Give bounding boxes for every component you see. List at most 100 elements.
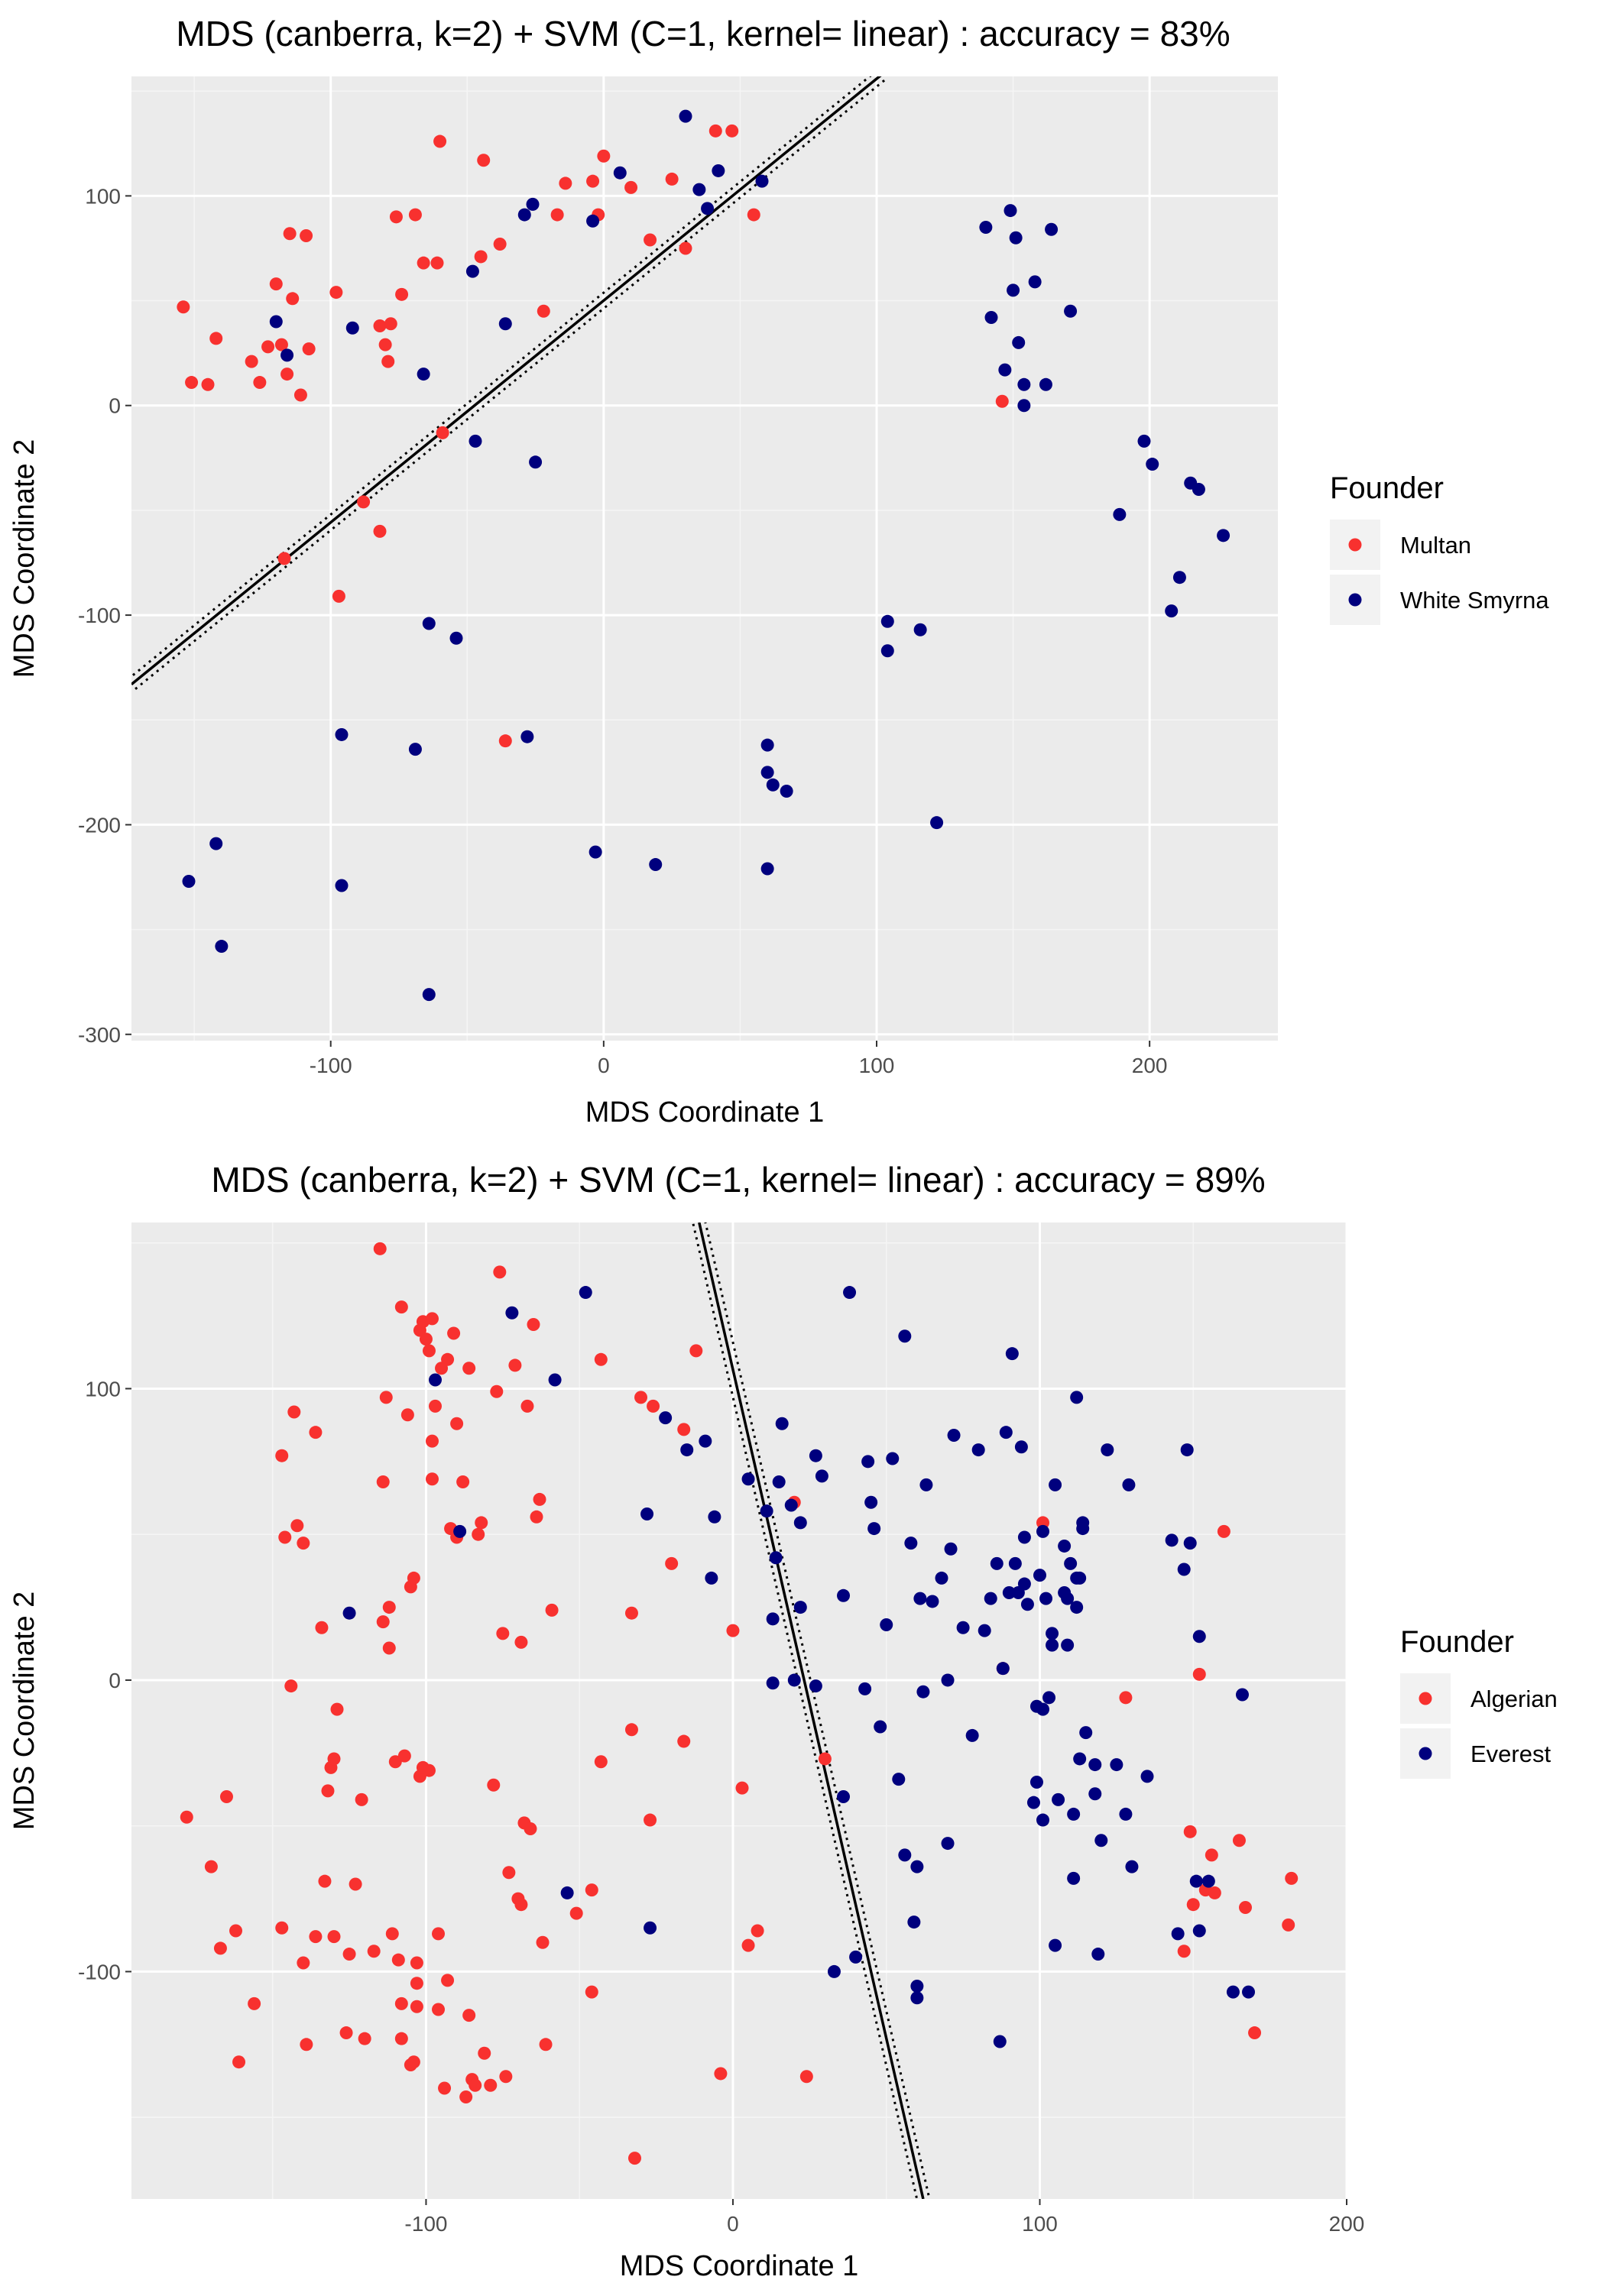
data-point [357,495,371,509]
data-point [755,174,769,188]
data-point [283,227,297,241]
data-point [647,1399,660,1413]
data-point [376,1475,390,1489]
data-point [297,1956,310,1970]
data-point [741,1938,755,1952]
data-point [677,1423,691,1436]
data-point [793,1601,807,1614]
data-point [284,1679,298,1693]
data-point [394,1300,408,1314]
data-point [1189,1874,1203,1888]
data-point [229,1924,243,1938]
svm-margin-line [131,76,872,678]
data-point [624,180,638,194]
data-point [751,1924,764,1938]
chart-title: MDS (canberra, k=2) + SVM (C=1, kernel= … [176,14,1230,53]
data-point [1177,1563,1191,1576]
data-point [837,1790,851,1804]
data-point [1088,1758,1102,1772]
data-point [1180,1443,1194,1457]
x-tick-label: 100 [1022,2212,1058,2236]
data-point [469,434,482,448]
data-point [185,376,199,390]
data-point [1110,1758,1124,1772]
data-point [441,1974,455,1987]
data-point [508,1358,522,1372]
data-point [422,1763,436,1777]
data-point [772,1475,786,1489]
legend-label: Everest [1470,1741,1551,1767]
data-point [550,208,564,222]
y-tick-label: 0 [109,394,121,418]
data-point [219,1790,233,1804]
data-point [1036,1524,1049,1538]
data-point [397,1749,411,1763]
data-point [177,300,190,314]
data-point [910,1860,924,1873]
data-point [245,355,258,368]
data-point [407,1571,420,1585]
data-point [373,319,387,332]
data-point [1017,399,1031,413]
data-point [1026,1796,1040,1809]
data-point [1046,1638,1059,1652]
data-point [898,1848,912,1862]
data-point [493,237,507,251]
data-point [432,2003,446,2016]
legend-title: Founder [1400,1625,1514,1659]
data-point [1186,1898,1200,1912]
data-point [465,264,479,278]
data-point [453,1524,467,1538]
data-point [1201,1874,1215,1888]
data-point [419,1333,433,1346]
y-tick-label: -100 [78,604,121,627]
data-point [493,1265,507,1279]
data-point [1005,1347,1019,1361]
data-point [1017,1530,1031,1544]
data-point [659,1411,673,1425]
data-point [837,1588,851,1602]
data-point [378,338,392,351]
data-point [1192,1924,1206,1938]
data-point [679,109,692,123]
svm-decision-boundary [698,1222,925,2199]
data-point [300,2038,313,2052]
data-point [787,1673,801,1687]
data-point [514,1635,528,1649]
data-point [993,2035,1007,2048]
data-point [318,1874,332,1888]
x-tick-label: 0 [727,2212,739,2236]
x-tick-label: -100 [404,2212,447,2236]
data-point [335,879,349,892]
data-point [858,1682,872,1695]
data-point [487,1778,501,1792]
data-point [984,1592,997,1605]
data-point [526,197,540,211]
data-point [1088,1787,1102,1801]
data-point [965,1728,979,1742]
data-point [995,394,1009,408]
data-point [1049,1938,1062,1952]
data-point [1217,529,1230,542]
data-point [1067,1807,1081,1821]
svm-margin-line [704,1222,931,2198]
data-point [665,172,679,186]
legend-marker [1348,593,1362,607]
data-point [215,940,229,954]
data-point [1076,1516,1090,1530]
chart-title: MDS (canberra, k=2) + SVM (C=1, kernel= … [211,1160,1265,1200]
data-point [1073,1571,1087,1585]
data-point [874,1720,887,1734]
data-point [1049,1478,1062,1491]
data-point [714,2067,728,2081]
data-point [701,202,715,215]
data-point [1192,482,1205,496]
data-point [1002,1585,1016,1599]
data-point [505,1306,519,1320]
data-point [269,277,283,291]
data-point [1165,604,1179,618]
data-point [984,311,998,324]
data-point [809,1449,822,1462]
data-point [919,1478,933,1491]
data-point [597,149,611,163]
